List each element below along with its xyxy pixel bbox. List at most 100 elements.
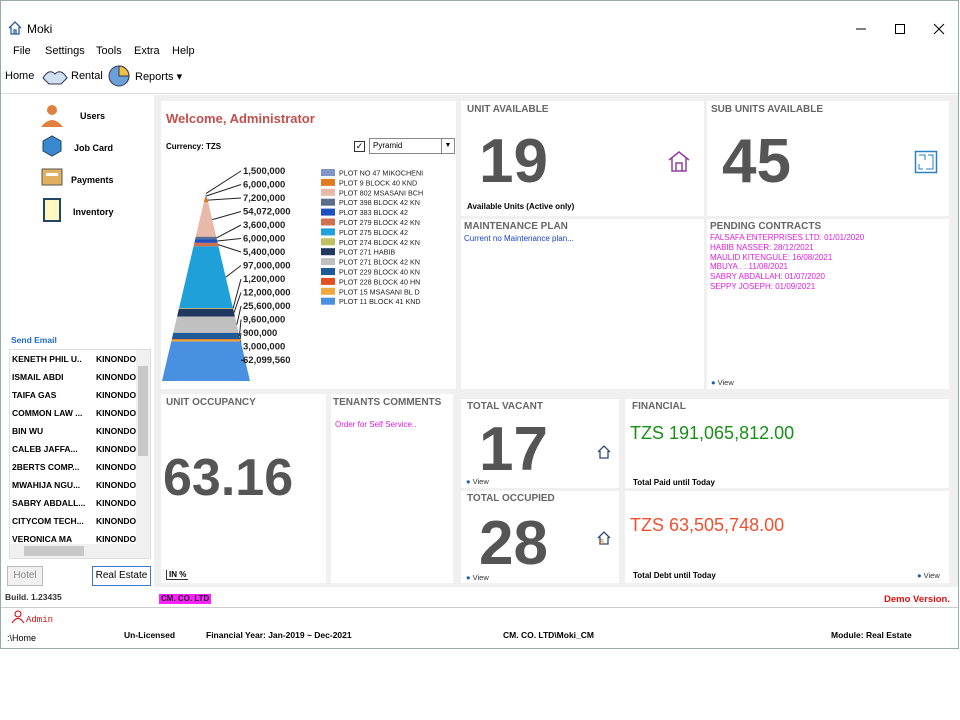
panel-title: FINANCIAL [632, 401, 686, 412]
tenant-location: KINONDO [96, 390, 136, 400]
leader-line [212, 211, 242, 221]
tenant-row[interactable]: CALEB JAFFA... KINONDO [12, 440, 136, 458]
maintenance-panel: MAINTENANCE PLAN Current no Maintenance … [461, 219, 704, 389]
value-label: 97,000,000 [243, 261, 291, 272]
window-controls[interactable] [851, 19, 951, 39]
legend-label: PLOT NO 47 MIKOCHENI [339, 169, 423, 178]
legend-swatch [321, 188, 335, 196]
view-label[interactable]: View [472, 477, 489, 486]
tenant-name: TAIFA GAS [12, 390, 57, 400]
current-path: :\Home [7, 633, 37, 643]
leader-line [233, 292, 242, 313]
send-email-link[interactable]: Send Email [11, 335, 57, 345]
panel-title: UNIT OCCUPANCY [166, 397, 256, 408]
pyramid-segment [195, 236, 217, 240]
company-badge: CM. CO. LTD [159, 594, 212, 604]
tenant-name: BIN WU [12, 426, 44, 436]
toolbar-button[interactable]: Rental [71, 70, 103, 82]
tenant-row[interactable]: SABRY ABDALL... KINONDO [12, 494, 136, 512]
view-link[interactable]: ● View [466, 573, 489, 582]
leader-line [207, 197, 242, 201]
toolbar-button[interactable]: Reports ▾ [135, 71, 183, 83]
panel-title: UNIT AVAILABLE [467, 104, 549, 115]
kpi-unit: IN % [166, 570, 189, 580]
tenant-row[interactable]: KENETH PHIL U.. KINONDO [12, 350, 136, 368]
chart-panel: Welcome, Administrator Currency: TZS ✓ P… [161, 101, 456, 389]
pyramid-segment [203, 197, 209, 203]
tenant-row[interactable]: VERONICA MA KINONDO [12, 530, 136, 548]
legend-label: PLOT 383 BLOCK 42 [339, 208, 408, 217]
tenant-row[interactable]: BIN WU KINONDO [12, 422, 136, 440]
h-scrollbar[interactable] [10, 544, 150, 558]
value-label: 900,000 [243, 328, 277, 339]
view-link[interactable]: ● View [917, 571, 940, 580]
tenant-location: KINONDO [96, 372, 136, 382]
view-link[interactable]: ● View [711, 378, 734, 387]
chart-type-select[interactable]: Pyramid ▼ [369, 138, 455, 154]
tab-hotel[interactable]: Hotel [7, 566, 43, 586]
value-label: 7,200,000 [243, 193, 285, 204]
menu-item[interactable]: Help [172, 45, 195, 57]
leader-line [217, 244, 242, 253]
nav-item[interactable]: Inventory [73, 207, 114, 217]
tenant-row[interactable]: TAIFA GAS KINONDO [12, 386, 136, 404]
tenant-row[interactable]: MWAHIJA NGU... KINONDO [12, 476, 136, 494]
legend-label: PLOT 11 BLOCK 41 KND [339, 297, 421, 306]
select-arrow[interactable]: ▼ [441, 139, 454, 153]
value-label: 3,600,000 [243, 220, 285, 231]
menu-item[interactable]: File [13, 45, 31, 57]
tenant-location: KINONDO [96, 534, 136, 544]
value-label: 6,000,000 [243, 180, 285, 191]
tenant-row[interactable]: 2BERTS COMP... KINONDO [12, 458, 136, 476]
tenant-location: KINONDO [96, 354, 136, 364]
select-value: Pyramid [373, 141, 403, 150]
nav-item[interactable]: Job Card [74, 143, 114, 153]
nav-item[interactable]: Payments [71, 175, 114, 185]
v-scrollbar[interactable] [136, 350, 150, 544]
tenant-row[interactable]: COMMON LAW ... KINONDO [12, 404, 136, 422]
scroll-thumb[interactable] [138, 366, 148, 456]
nav-item[interactable]: Users [80, 111, 106, 121]
checkbox[interactable]: ✓ [354, 141, 365, 152]
debt-panel: TZS 63,505,748.00 Total Debt until Today… [625, 491, 949, 583]
pyramid-segment [171, 339, 241, 342]
legend-swatch [321, 218, 335, 226]
view-label[interactable]: View [923, 571, 940, 580]
tenant-list[interactable]: KENETH PHIL U.. KINONDO ISMAIL ABDI KINONDO… [9, 349, 151, 559]
tenant-row[interactable]: ISMAIL ABDI KINONDO [12, 368, 136, 386]
legend-swatch [321, 248, 335, 256]
debt-amount: TZS 63,505,748.00 [630, 515, 785, 535]
separator [1, 93, 958, 94]
view-label[interactable]: View [717, 378, 734, 387]
unit-available-panel: UNIT AVAILABLE 19 Available Units (Activ… [461, 101, 704, 216]
legend-swatch [321, 208, 335, 216]
menu-item[interactable]: Settings [45, 45, 85, 57]
view-link[interactable]: ● View [466, 477, 489, 486]
scroll-thumb[interactable] [24, 546, 84, 556]
contract-item: SEPPY JOSEPH: 01/09/2021 [710, 282, 816, 291]
user-icon [11, 610, 25, 624]
tenant-location: KINONDO [96, 462, 136, 472]
value-label: 54,072,000 [243, 207, 291, 218]
tenant-row[interactable]: CITYCOM TECH... KINONDO [12, 512, 136, 530]
maintenance-text: Current no Maintenance plan... [464, 234, 574, 243]
view-label[interactable]: View [472, 573, 489, 582]
leader-line [238, 319, 242, 336]
panel-title: SUB UNITS AVAILABLE [711, 104, 824, 115]
menu-item[interactable]: Tools [96, 45, 122, 57]
menu-item[interactable]: Extra [134, 45, 160, 57]
legend-swatch [321, 287, 335, 295]
legend-swatch [321, 169, 335, 176]
toolbar-button[interactable]: Home [5, 70, 35, 82]
legend-label: PLOT 271 HABIB [339, 248, 395, 257]
legend-swatch [321, 238, 335, 246]
floorplan-icon [914, 150, 938, 174]
tab-real-estate[interactable]: Real Estate [92, 566, 151, 586]
legend-swatch [321, 198, 335, 206]
contract-item: HABIB NASSER: 28/12/2021 [710, 242, 814, 252]
app-icon [8, 21, 22, 35]
leader-line [240, 359, 246, 362]
pyramid-segment [173, 316, 239, 333]
kpi-value: 17 [479, 415, 548, 484]
